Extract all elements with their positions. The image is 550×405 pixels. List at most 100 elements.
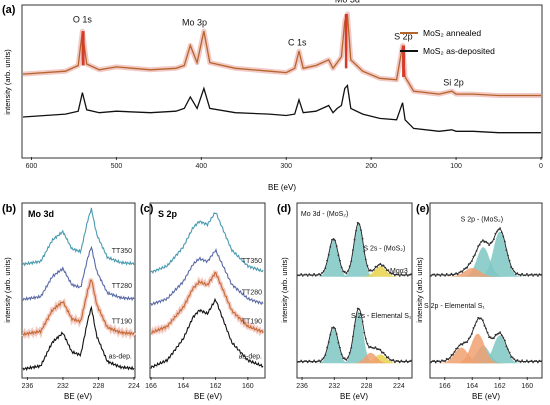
data-point-top	[337, 254, 340, 257]
panel-e-label: (e)	[416, 203, 430, 215]
panel-d-plot-area	[297, 221, 412, 364]
panel-e-frame	[429, 202, 543, 379]
data-point-top	[405, 273, 408, 275]
peak-annotation: C 1s	[288, 37, 307, 47]
panel-e-plot-area	[430, 227, 542, 364]
data-point-bottom	[444, 360, 446, 363]
data-point-bottom	[324, 354, 327, 356]
panel-c-plot-area	[150, 212, 265, 369]
data-point-bottom	[331, 327, 333, 329]
data-point-top	[326, 259, 328, 262]
data-point-top	[392, 272, 395, 275]
panel-d-tick-label: 228	[361, 383, 373, 390]
data-point-top	[389, 272, 391, 274]
panel-b-title: Mo 3d	[28, 209, 54, 219]
data-point-bottom	[321, 358, 324, 361]
panel-e-tick-label: 166	[439, 383, 451, 390]
data-point-top	[516, 272, 519, 274]
panel-c-xlabel: BE (eV)	[194, 392, 222, 401]
data-point-bottom	[499, 331, 501, 334]
panel-a-x-ticks: 600 500 400 300 200 100 0	[26, 157, 543, 170]
data-point-bottom	[322, 356, 325, 359]
data-point-bottom	[483, 324, 486, 327]
data-point-top	[464, 267, 467, 270]
data-point-top	[445, 273, 448, 275]
panel-c-series-labels: TT350 TT280 TT190 as-dep.	[239, 258, 262, 360]
data-point-top	[442, 274, 445, 276]
data-point-top	[332, 238, 335, 241]
panel-a-tick-label: 300	[280, 163, 292, 170]
panel-b-mo3d: (b) Mo 3d 236 232 228 224 TT350 TT280 TT190 as…	[2, 202, 140, 401]
data-point-bottom	[450, 354, 453, 356]
fit-component-bottom-2	[431, 333, 541, 364]
data-point-bottom	[400, 359, 403, 362]
data-point-top	[334, 239, 336, 242]
panel-c-tick-label: 166	[145, 383, 157, 390]
data-point-top	[356, 221, 359, 224]
data-point-top	[379, 262, 382, 265]
data-point-bottom	[442, 360, 445, 362]
panel-a-tick-label: 200	[365, 163, 377, 170]
data-point-bottom	[342, 357, 345, 360]
peak-annotation: O 1s	[73, 14, 93, 24]
panel-a-frame	[21, 4, 543, 159]
data-point-bottom	[438, 360, 440, 362]
panel-c-tick-label: 160	[242, 383, 254, 390]
data-point-bottom	[326, 346, 328, 349]
data-point-top	[461, 271, 464, 273]
panel-b-tick-label: 228	[93, 383, 105, 390]
data-point-bottom	[530, 359, 533, 362]
data-point-top	[360, 229, 362, 232]
data-point-bottom	[513, 358, 516, 361]
data-point-top	[472, 255, 475, 258]
panel-a-ylabel: intensity (arb. units)	[3, 49, 12, 115]
series-label-2: TT190	[112, 318, 132, 325]
panel-a-label: (a)	[2, 4, 16, 16]
data-point-bottom	[461, 343, 464, 346]
data-point-bottom	[348, 351, 351, 354]
data-point-bottom	[402, 360, 404, 363]
panel-a-tick-label: 600	[26, 163, 38, 170]
data-point-top	[535, 273, 538, 276]
data-point-bottom	[410, 359, 412, 362]
data-point-bottom	[306, 361, 309, 364]
panel-a-tick-label: 100	[450, 163, 462, 170]
data-point-bottom	[538, 359, 541, 362]
data-point-top	[400, 273, 403, 275]
panel-b-label: (b)	[2, 203, 16, 215]
data-point-top	[515, 273, 517, 275]
data-point-bottom	[505, 345, 508, 348]
data-point-bottom	[494, 333, 497, 336]
panel-e-xlabel: BE (eV)	[472, 392, 500, 401]
panel-e-s2p-fit: (e) 166 164 162 160 S 2p - (MoS₂) S 2p - Ele…	[415, 202, 543, 401]
data-point-top	[377, 264, 380, 266]
data-point-top	[478, 244, 481, 246]
data-point-bottom	[340, 353, 343, 356]
data-point-top	[369, 269, 372, 271]
panel-b-plot-area	[21, 207, 136, 372]
data-point-bottom	[314, 361, 317, 364]
data-point-bottom	[376, 348, 378, 351]
data-point-top	[364, 258, 367, 261]
data-point-bottom	[311, 361, 314, 363]
data-point-top	[530, 273, 533, 275]
data-point-bottom	[379, 348, 382, 351]
data-point-top	[458, 271, 461, 274]
data-point-top	[358, 223, 361, 226]
data-point-top	[308, 273, 311, 275]
data-point-top	[343, 270, 346, 273]
data-point-top	[519, 274, 522, 277]
data-point-top	[469, 262, 472, 265]
data-point-top	[394, 274, 396, 277]
data-point-bottom	[373, 347, 375, 350]
series-line-3	[150, 297, 264, 369]
data-point-top	[433, 273, 435, 276]
data-point-bottom	[334, 327, 336, 330]
fit-component-bottom-3	[431, 347, 541, 364]
data-point-top	[368, 269, 370, 272]
data-point-bottom	[537, 361, 539, 364]
data-point-top	[339, 259, 341, 262]
data-point-top	[314, 274, 317, 277]
data-point-bottom	[519, 361, 522, 363]
data-point-top	[452, 274, 454, 277]
